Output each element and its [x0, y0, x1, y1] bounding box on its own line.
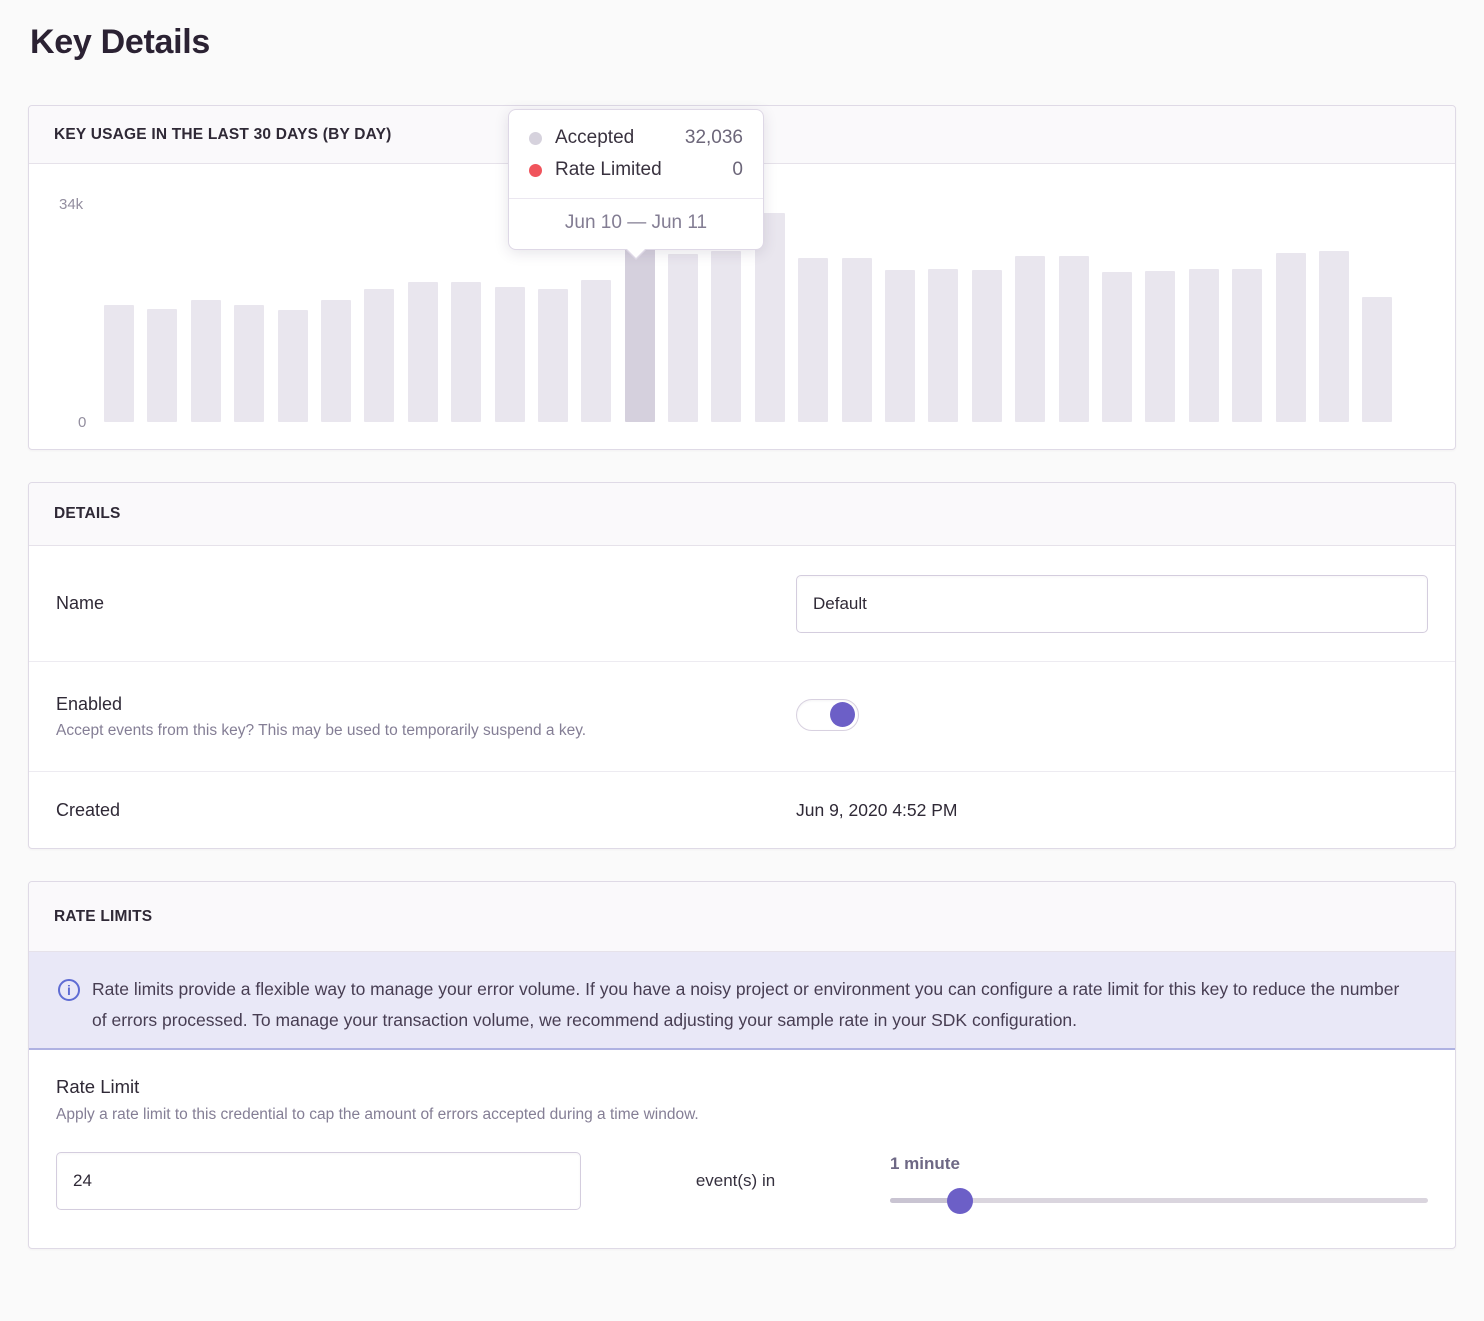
enabled-help-text: Accept events from this key? This may be…: [56, 721, 587, 739]
enabled-toggle[interactable]: [796, 698, 859, 731]
bar[interactable]: [407, 282, 438, 422]
bar[interactable]: [1275, 253, 1306, 422]
tooltip-divider: [509, 198, 763, 199]
name-row: Name: [29, 546, 1455, 661]
bar[interactable]: [971, 270, 1002, 422]
rate-limits-card-title: RATE LIMITS: [54, 907, 153, 925]
bar[interactable]: [1188, 269, 1219, 422]
key-details-page: Key Details KEY USAGE IN THE LAST 30 DAY…: [0, 22, 1484, 1249]
bar[interactable]: [190, 300, 221, 422]
usage-chart: 34k 0: [29, 164, 1455, 449]
bar[interactable]: [1318, 251, 1349, 422]
bar[interactable]: [798, 258, 829, 422]
bar-chart: [104, 213, 1393, 422]
rate-limit-help-text: Apply a rate limit to this credential to…: [56, 1106, 699, 1123]
window-slider-fill: [890, 1198, 960, 1203]
toggle-knob: [830, 702, 855, 727]
enabled-row: Enabled Accept events from this key? Thi…: [29, 661, 1455, 771]
events-in-text: event(s) in: [695, 1171, 776, 1190]
accepted-label: Accepted: [555, 127, 635, 148]
bar[interactable]: [234, 305, 265, 422]
bar[interactable]: [581, 280, 612, 422]
accepted-value: 32,036: [684, 127, 743, 148]
bar[interactable]: [451, 282, 482, 422]
tooltip-row-accepted: Accepted 32,036: [529, 122, 743, 154]
bar[interactable]: [1232, 269, 1263, 422]
y-axis-tick-max: 34k: [59, 196, 84, 213]
bar[interactable]: [104, 305, 134, 422]
rate-limit-count-input[interactable]: [56, 1152, 581, 1210]
rate-limited-value: 0: [732, 159, 743, 180]
chart-tooltip: Accepted 32,036 Rate Limited 0 Jun 10 — …: [508, 109, 764, 260]
bar[interactable]: [364, 289, 395, 422]
bar[interactable]: [885, 270, 916, 422]
window-slider-knob[interactable]: [946, 1187, 973, 1214]
rate-limits-card-header: RATE LIMITS: [29, 882, 1455, 952]
rate-limits-card: RATE LIMITS i Rate limits provide a flex…: [28, 881, 1456, 1249]
tooltip-row-rate-limited: Rate Limited 0: [529, 154, 743, 186]
rate-limited-label: Rate Limited: [555, 159, 662, 180]
bar[interactable]: [1362, 297, 1393, 422]
enabled-label: Enabled: [56, 693, 123, 714]
tooltip-date-range: Jun 10 — Jun 11: [564, 212, 708, 233]
bar[interactable]: [668, 254, 699, 422]
bar[interactable]: [147, 309, 178, 422]
rate-limit-section: Rate Limit Apply a rate limit to this cr…: [29, 1050, 1455, 1248]
rate-limit-controls: event(s) in 1 minute: [56, 1152, 1428, 1214]
bar[interactable]: [1015, 256, 1046, 422]
rate-limit-window-control: 1 minute: [890, 1152, 1428, 1214]
bar[interactable]: [320, 300, 351, 422]
bar[interactable]: [1101, 272, 1132, 422]
details-card: DETAILS Name Enabled Accept events from …: [28, 482, 1456, 849]
bar[interactable]: [537, 289, 568, 422]
bar[interactable]: [494, 287, 525, 422]
key-usage-card: KEY USAGE IN THE LAST 30 DAYS (BY DAY) 3…: [28, 105, 1456, 450]
bar[interactable]: [841, 258, 872, 422]
rate-limits-info-text: Rate limits provide a flexible way to ma…: [92, 979, 1400, 1030]
window-value-label: 1 minute: [890, 1154, 960, 1173]
created-value: Jun 9, 2020 4:52 PM: [796, 799, 958, 820]
bar[interactable]: [1145, 271, 1176, 422]
details-card-header: DETAILS: [29, 483, 1455, 546]
tooltip-legend: Accepted 32,036 Rate Limited 0: [509, 110, 763, 190]
accepted-dot-icon: [529, 131, 542, 145]
bar[interactable]: [711, 251, 742, 422]
details-card-title: DETAILS: [54, 505, 121, 522]
name-input[interactable]: [796, 574, 1428, 633]
rate-limit-label: Rate Limit: [56, 1076, 140, 1097]
name-label: Name: [56, 593, 105, 613]
created-label: Created: [56, 799, 121, 820]
rate-limits-info-alert: i Rate limits provide a flexible way to …: [29, 952, 1455, 1050]
bar[interactable]: [1058, 256, 1089, 422]
rate-limited-dot-icon: [529, 163, 542, 177]
page-title: Key Details: [30, 23, 211, 61]
key-usage-card-title: KEY USAGE IN THE LAST 30 DAYS (BY DAY): [54, 125, 392, 143]
bar[interactable]: [277, 310, 308, 422]
created-row: Created Jun 9, 2020 4:52 PM: [29, 771, 1455, 848]
info-icon: i: [58, 979, 80, 1001]
bar[interactable]: [928, 269, 959, 422]
window-slider-track[interactable]: [890, 1187, 1428, 1214]
y-axis-tick-zero: 0: [78, 414, 87, 431]
